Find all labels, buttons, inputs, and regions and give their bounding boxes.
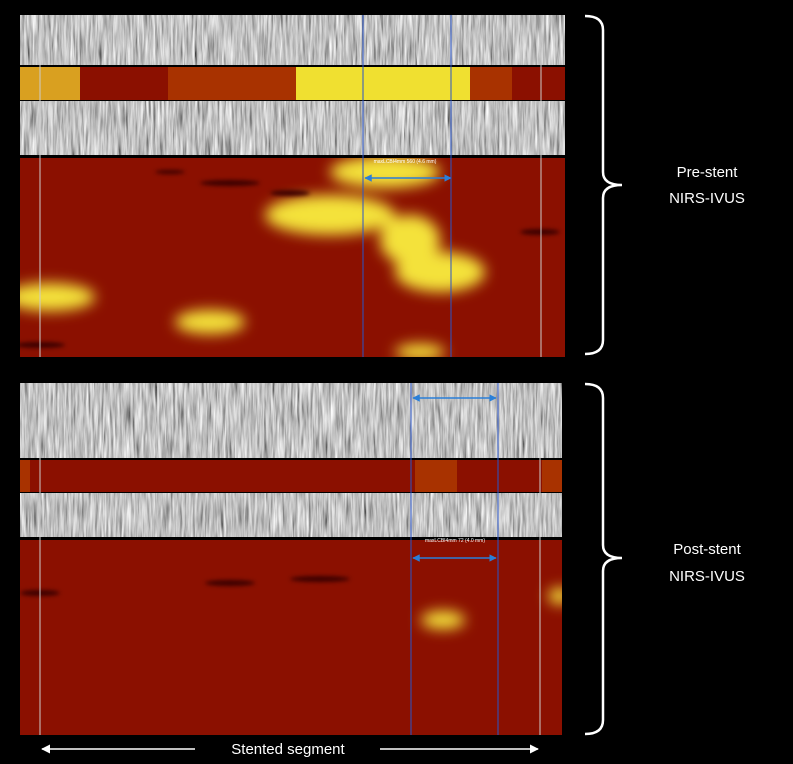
figure: maxLCBI4mm 560 (4.6 mm) maxLCBI xyxy=(0,0,793,764)
measurement-label: maxLCBI4mm 72 (4.0 mm) xyxy=(425,538,485,544)
panel-label: Post-stent xyxy=(673,541,741,558)
ivus-image xyxy=(20,493,562,537)
ivus-image xyxy=(20,101,565,155)
ivus-image xyxy=(20,383,562,458)
panel-label: NIRS-IVUS xyxy=(669,190,745,207)
chemogram xyxy=(5,156,565,360)
panel-label: Pre-stent xyxy=(677,164,739,181)
ivus-image xyxy=(20,15,565,65)
panel-label: NIRS-IVUS xyxy=(669,568,745,585)
pre-stent-panel: maxLCBI4mm 560 (4.6 mm) xyxy=(5,15,565,360)
nirs-band xyxy=(20,460,562,492)
chemogram xyxy=(20,540,572,735)
braces xyxy=(585,16,622,734)
page: maxLCBI4mm 560 (4.6 mm) maxLCBI xyxy=(0,0,793,764)
nirs-band xyxy=(20,67,565,100)
post-stent-panel: maxLCBI4mm 72 (4.0 mm) xyxy=(20,383,572,735)
footer-label: Stented segment xyxy=(231,741,345,758)
measurement-label: maxLCBI4mm 560 (4.6 mm) xyxy=(374,159,437,165)
